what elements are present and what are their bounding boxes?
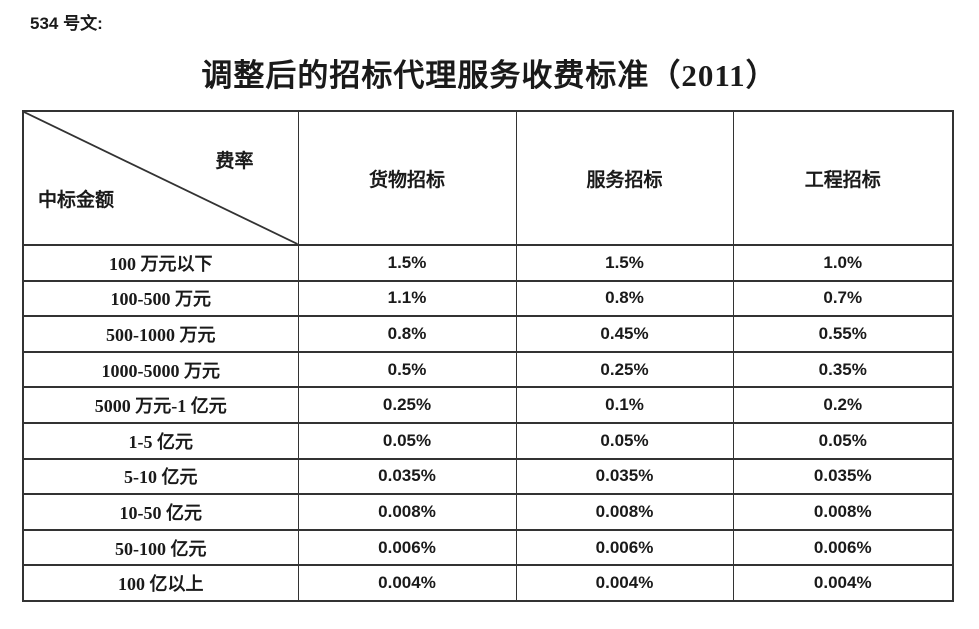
fee-value-cell: 0.8% — [297, 315, 517, 353]
fee-value-cell: 0.035% — [515, 457, 734, 496]
fee-value-cell: 0.006% — [297, 528, 517, 567]
fee-value-cell: 0.2% — [732, 386, 954, 424]
fee-value-cell: 0.35% — [732, 350, 954, 389]
fee-value-cell: 0.008% — [515, 493, 734, 531]
table-row: 100 亿以上 0.004% 0.004% 0.004% — [22, 564, 954, 602]
fee-value-cell: 0.035% — [732, 457, 954, 496]
fee-value-cell: 1.1% — [297, 279, 517, 318]
table-header: 费率 中标金额 货物招标 服务招标 工程招标 — [22, 110, 954, 246]
row-label-cell: 500-1000 万元 — [22, 315, 299, 353]
fee-value-cell: 0.8% — [515, 279, 734, 318]
fee-value-cell: 0.008% — [297, 493, 517, 531]
row-label-cell: 10-50 亿元 — [22, 493, 299, 531]
fee-value-cell: 0.006% — [732, 528, 954, 567]
table-row: 1000-5000 万元 0.5% 0.25% 0.35% — [22, 350, 954, 389]
header-row: 费率 中标金额 货物招标 服务招标 工程招标 — [22, 110, 954, 246]
row-label-cell: 1000-5000 万元 — [22, 350, 299, 389]
table-row: 100 万元以下 1.5% 1.5% 1.0% — [22, 244, 954, 282]
fee-value-cell: 0.25% — [515, 350, 734, 389]
table-row: 100-500 万元 1.1% 0.8% 0.7% — [22, 279, 954, 318]
diagonal-divider-line — [24, 112, 298, 244]
fee-value-cell: 0.006% — [515, 528, 734, 567]
table-row: 5000 万元-1 亿元 0.25% 0.1% 0.2% — [22, 386, 954, 424]
fee-table: 费率 中标金额 货物招标 服务招标 工程招标 100 万元以下 1.5% 1.5… — [22, 110, 954, 602]
table-row: 5-10 亿元 0.035% 0.035% 0.035% — [22, 457, 954, 496]
fee-value-cell: 0.1% — [515, 386, 734, 424]
fee-value-cell: 0.035% — [297, 457, 517, 496]
table-row: 500-1000 万元 0.8% 0.45% 0.55% — [22, 315, 954, 353]
fee-value-cell: 0.004% — [515, 564, 734, 602]
fee-value-cell: 0.004% — [297, 564, 517, 602]
row-label-cell: 5000 万元-1 亿元 — [22, 386, 299, 424]
fee-value-cell: 0.008% — [732, 493, 954, 531]
fee-value-cell: 0.25% — [297, 386, 517, 424]
page-title: 调整后的招标代理服务收费标准（2011） — [201, 58, 778, 93]
fee-value-cell: 1.5% — [297, 244, 517, 282]
fee-value-cell: 0.05% — [732, 421, 954, 460]
fee-value-cell: 0.55% — [732, 315, 954, 353]
doc-number-label: 534 号文: — [30, 14, 103, 33]
row-label-cell: 100 万元以下 — [22, 244, 299, 282]
corner-label-rate: 费率 — [215, 151, 254, 172]
table-row: 50-100 亿元 0.006% 0.006% 0.006% — [22, 528, 954, 567]
column-header-service-bidding: 服务招标 — [515, 110, 734, 246]
row-label-cell: 1-5 亿元 — [22, 421, 299, 460]
fee-value-cell: 0.05% — [515, 421, 734, 460]
row-label-cell: 100-500 万元 — [22, 279, 299, 318]
fee-value-cell: 1.0% — [732, 244, 954, 282]
fee-value-cell: 1.5% — [515, 244, 734, 282]
column-header-goods-bidding: 货物招标 — [297, 110, 517, 246]
fee-value-cell: 0.45% — [515, 315, 734, 353]
corner-header-cell: 费率 中标金额 — [22, 110, 299, 246]
row-label-cell: 50-100 亿元 — [22, 528, 299, 567]
table-body: 100 万元以下 1.5% 1.5% 1.0% 100-500 万元 1.1% … — [22, 244, 954, 602]
fee-value-cell: 0.05% — [297, 421, 517, 460]
fee-value-cell: 0.7% — [732, 279, 954, 318]
fee-value-cell: 0.004% — [732, 564, 954, 602]
corner-label-bid-amount: 中标金额 — [38, 190, 115, 211]
fee-value-cell: 0.5% — [297, 350, 517, 389]
table-row: 10-50 亿元 0.008% 0.008% 0.008% — [22, 493, 954, 531]
table-row: 1-5 亿元 0.05% 0.05% 0.05% — [22, 421, 954, 460]
column-header-engineering-bidding: 工程招标 — [732, 110, 954, 246]
row-label-cell: 100 亿以上 — [22, 564, 299, 602]
row-label-cell: 5-10 亿元 — [22, 457, 299, 496]
